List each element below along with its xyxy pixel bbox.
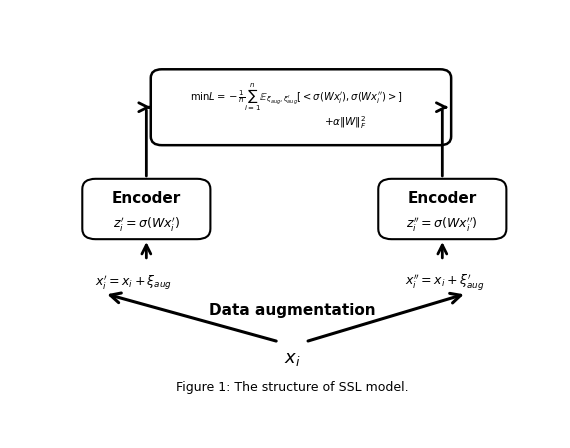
Text: Figure 1: The structure of SSL model.: Figure 1: The structure of SSL model. <box>176 380 409 393</box>
Text: $+\alpha\|W\|_F^2$: $+\alpha\|W\|_F^2$ <box>324 114 367 131</box>
Text: Encoder: Encoder <box>408 191 477 206</box>
FancyBboxPatch shape <box>82 179 210 239</box>
FancyBboxPatch shape <box>150 69 451 145</box>
Text: $x_i$: $x_i$ <box>284 350 300 368</box>
Text: $z_i^{\prime} = \sigma(Wx_i^{\prime})$: $z_i^{\prime} = \sigma(Wx_i^{\prime})$ <box>113 215 180 233</box>
Text: $\min L = -\frac{1}{n}\sum_{i=1}^{n}\mathbb{E}_{\xi_{aug},\xi_{aug}^{\prime}}[<\: $\min L = -\frac{1}{n}\sum_{i=1}^{n}\mat… <box>190 81 403 112</box>
Text: $z_i^{\prime\prime} = \sigma(Wx_i^{\prime\prime})$: $z_i^{\prime\prime} = \sigma(Wx_i^{\prim… <box>406 215 478 233</box>
Text: Data augmentation: Data augmentation <box>209 303 376 318</box>
Text: $x_i^{\prime\prime} = x_i + \xi^{\prime}_{aug}$: $x_i^{\prime\prime} = x_i + \xi^{\prime}… <box>405 273 484 293</box>
Text: $x_i^{\prime} = x_i + \xi_{aug}$: $x_i^{\prime} = x_i + \xi_{aug}$ <box>95 274 172 293</box>
Text: Encoder: Encoder <box>112 191 181 206</box>
FancyBboxPatch shape <box>378 179 506 239</box>
